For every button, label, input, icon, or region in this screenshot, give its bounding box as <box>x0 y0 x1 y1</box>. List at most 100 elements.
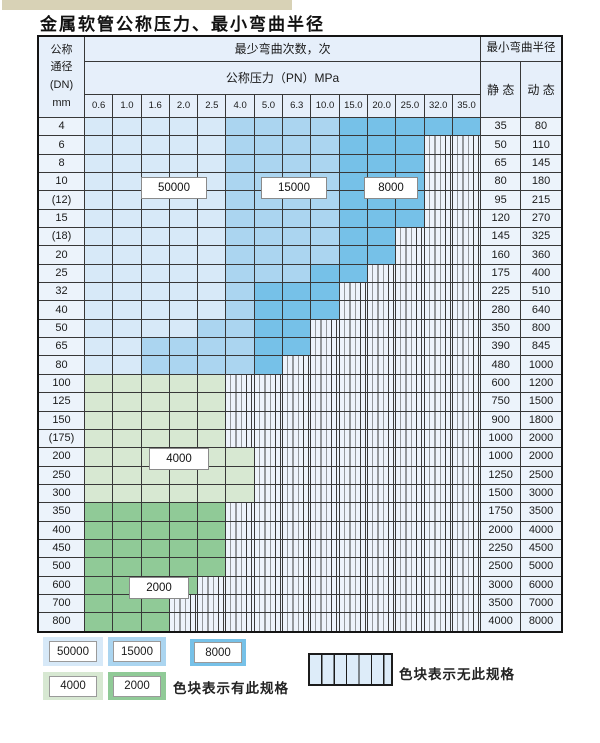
no-spec-cell <box>311 484 339 503</box>
static-radius-value: 390 <box>481 338 521 356</box>
no-spec-cell <box>283 374 311 393</box>
spec-cell <box>311 264 339 283</box>
no-spec-cell <box>311 448 339 466</box>
legend-swatch: 15000 <box>108 637 166 666</box>
no-spec-cell <box>452 558 481 576</box>
no-spec-cell <box>452 393 481 411</box>
no-spec-cell <box>283 411 311 429</box>
no-spec-cell <box>311 374 339 393</box>
dynamic-radius-value: 1800 <box>521 411 561 429</box>
no-spec-cell <box>367 356 396 374</box>
spec-cell <box>169 283 198 301</box>
pressure-col-header: 0.6 <box>85 95 113 117</box>
pressure-col-header: 15.0 <box>339 95 367 117</box>
no-spec-cell <box>396 576 424 594</box>
no-spec-cell <box>424 301 452 319</box>
dn-label: 15 <box>39 209 84 228</box>
static-radius-value: 1250 <box>481 466 521 484</box>
spec-cell <box>85 191 113 209</box>
no-spec-cell <box>283 503 311 521</box>
spec-cell <box>169 466 198 484</box>
spec-cell <box>169 356 198 374</box>
spec-cell <box>396 209 424 228</box>
pressure-header: 公称压力（PN）MPa <box>85 62 481 94</box>
spec-cell <box>141 356 169 374</box>
no-spec-cell <box>283 613 311 631</box>
no-spec-cell <box>311 411 339 429</box>
no-spec-cell <box>198 576 226 594</box>
pressure-col-header: 25.0 <box>396 95 424 117</box>
no-spec-cell <box>452 448 481 466</box>
no-spec-cell <box>311 539 339 558</box>
dynamic-radius-value: 2000 <box>521 448 561 466</box>
spec-cell <box>141 429 169 448</box>
no-spec-cell <box>226 521 254 539</box>
legend-swatch-value: 8000 <box>194 642 242 663</box>
spec-cell <box>254 154 283 173</box>
spec-cell <box>424 118 452 136</box>
spec-cell <box>113 191 141 209</box>
no-spec-cell <box>283 393 311 411</box>
spec-cell <box>311 228 339 246</box>
no-spec-cell <box>424 466 452 484</box>
spec-cell <box>85 118 113 136</box>
pressure-col-header: 6.3 <box>283 95 311 117</box>
no-spec-cell <box>226 576 254 594</box>
dn-label: 400 <box>39 521 84 539</box>
static-radius-value: 225 <box>481 283 521 301</box>
spec-cell <box>113 136 141 154</box>
no-spec-cell <box>283 594 311 613</box>
spec-cell <box>396 154 424 173</box>
spec-cell <box>339 154 367 173</box>
no-spec-cell <box>339 521 367 539</box>
no-spec-cell <box>424 594 452 613</box>
static-radius-value: 1000 <box>481 429 521 448</box>
spec-cell <box>254 356 283 374</box>
no-spec-cell <box>367 264 396 283</box>
zone-value-label: 2000 <box>129 577 189 599</box>
spec-cell <box>85 613 113 631</box>
no-spec-cell <box>226 539 254 558</box>
bend-radius-header: 最小弯曲半径 <box>481 37 561 61</box>
spec-cell <box>85 136 113 154</box>
spec-cell <box>198 338 226 356</box>
spec-cell <box>113 338 141 356</box>
spec-cell <box>339 246 367 264</box>
spec-cell <box>141 393 169 411</box>
spec-cell <box>198 484 226 503</box>
no-spec-cell <box>452 228 481 246</box>
spec-cell <box>198 558 226 576</box>
no-spec-cell <box>367 613 396 631</box>
no-spec-cell <box>424 154 452 173</box>
no-spec-cell <box>396 558 424 576</box>
no-spec-cell <box>452 374 481 393</box>
static-radius-value: 480 <box>481 356 521 374</box>
spec-cell <box>169 484 198 503</box>
spec-cell <box>85 539 113 558</box>
spec-cell <box>198 118 226 136</box>
spec-cell <box>85 319 113 338</box>
spec-cell <box>198 466 226 484</box>
no-spec-cell <box>367 521 396 539</box>
no-spec-cell <box>424 576 452 594</box>
dn-label: 32 <box>39 283 84 301</box>
spec-cell <box>311 209 339 228</box>
dynamic-radius-value: 145 <box>521 154 561 173</box>
spec-cell <box>254 118 283 136</box>
spec-cell <box>113 154 141 173</box>
no-spec-cell <box>311 503 339 521</box>
dynamic-radius-value: 80 <box>521 118 561 136</box>
dynamic-column-header: 动 态 <box>521 62 561 117</box>
no-spec-cell <box>254 429 283 448</box>
no-spec-cell <box>424 228 452 246</box>
no-spec-cell <box>452 136 481 154</box>
spec-cell <box>226 484 254 503</box>
no-spec-cell <box>452 539 481 558</box>
no-spec-cell <box>254 466 283 484</box>
no-spec-cell <box>396 283 424 301</box>
spec-cell <box>113 374 141 393</box>
no-spec-cell <box>452 154 481 173</box>
legend-swatch-value: 15000 <box>113 641 161 662</box>
page-title: 金属软管公称压力、最小弯曲半径 <box>40 15 325 34</box>
static-radius-value: 4000 <box>481 613 521 631</box>
